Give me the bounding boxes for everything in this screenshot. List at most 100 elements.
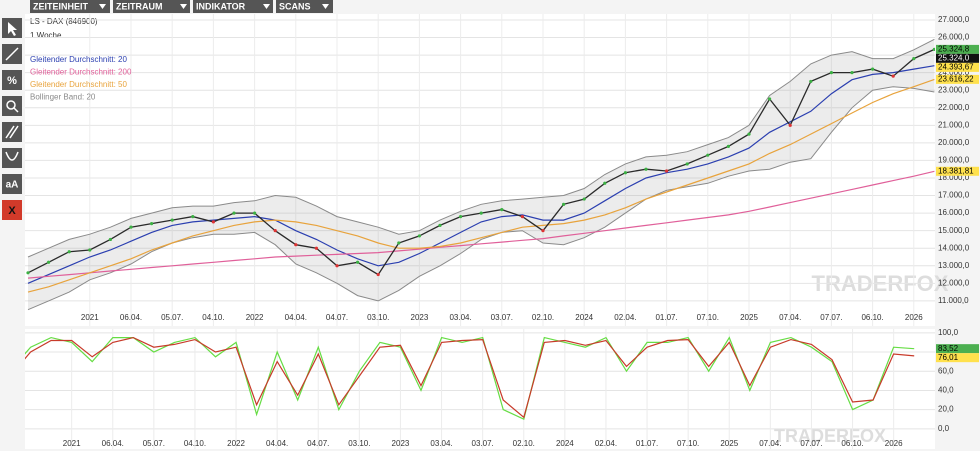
zoom-icon xyxy=(6,100,16,110)
price-point xyxy=(706,153,710,157)
menu-label[interactable]: ZEITRAUM xyxy=(116,1,163,11)
menu-button[interactable] xyxy=(30,0,110,13)
y-tick-label: 22.000,0 xyxy=(938,103,970,112)
menu-button[interactable] xyxy=(113,0,190,13)
menu-label[interactable]: ZEITEINHEIT xyxy=(33,1,89,11)
x-tick-label: 02.10. xyxy=(513,439,535,448)
tool-button[interactable] xyxy=(2,122,22,142)
tool-button[interactable] xyxy=(2,70,22,90)
x-tick-label: 02.10. xyxy=(532,313,554,322)
watermark: TRADERFOX xyxy=(774,426,886,446)
price-point xyxy=(871,67,875,71)
plot xyxy=(26,38,935,311)
x-tick-label: 07.10. xyxy=(697,313,719,322)
x-tick-label: 07.04. xyxy=(759,439,781,448)
tool-button[interactable] xyxy=(2,174,22,194)
series-line xyxy=(27,78,935,293)
x-tick-label: 04.10. xyxy=(184,439,206,448)
zoom-icon xyxy=(13,107,19,113)
tool-button[interactable] xyxy=(2,96,22,116)
price-point xyxy=(356,260,360,264)
x-tick-label: 07.04. xyxy=(779,313,801,322)
price-point xyxy=(479,211,483,215)
x-tick-label: 03.04. xyxy=(449,313,471,322)
y-tick-label: 100,0 xyxy=(938,328,959,337)
x-tick-label: 01.07. xyxy=(636,439,658,448)
x-tick-label: 2026 xyxy=(885,439,903,448)
price-label: 83,52 xyxy=(938,344,959,353)
tool-label: X xyxy=(8,205,16,217)
plot xyxy=(25,336,915,421)
line-icon xyxy=(5,47,19,61)
price-point xyxy=(829,71,834,75)
arc-icon xyxy=(5,151,19,161)
price-point xyxy=(232,211,236,215)
price-label: 25.324,0 xyxy=(938,53,970,62)
series-line xyxy=(25,336,915,421)
price-point xyxy=(294,243,298,247)
y-tick-label: 17.000,0 xyxy=(938,191,970,200)
x-tick-label: 2024 xyxy=(575,313,593,322)
x-tick-label: 2025 xyxy=(740,313,758,322)
y-tick-label: 20.000,0 xyxy=(938,138,970,147)
x-tick-label: 04.07. xyxy=(307,439,329,448)
band-area xyxy=(28,39,935,310)
x-tick-label: 2026 xyxy=(905,313,923,322)
price-point xyxy=(726,144,731,148)
x-tick-label: 2022 xyxy=(246,313,264,322)
y-tick-label: 15.000,0 xyxy=(938,226,970,235)
price-point xyxy=(88,248,92,252)
legend-entry: Bollinger Band: 20 xyxy=(30,93,96,102)
price-point xyxy=(932,47,935,51)
price-label-box xyxy=(936,353,979,363)
x-tick-label: 05.07. xyxy=(161,313,183,322)
y-tick-label: 20,0 xyxy=(938,405,954,414)
y-tick-label: 14.000,0 xyxy=(938,243,970,252)
channel-icon xyxy=(5,125,19,139)
x-tick-label: 03.10. xyxy=(367,313,389,322)
toolbar: ZEITEINHEIT ZEITRAUM INDIKATOR SCANS xyxy=(30,0,333,13)
price-point xyxy=(603,181,607,185)
tool-button[interactable] xyxy=(2,148,22,168)
x-tick-label: 07.07. xyxy=(800,439,822,448)
price-point xyxy=(747,132,751,136)
x-tick-label: 2021 xyxy=(63,439,81,448)
x-tick-label: 02.04. xyxy=(595,439,617,448)
y-tick-label: 24.000,0 xyxy=(938,68,970,77)
price-point xyxy=(335,264,339,268)
price-point xyxy=(500,207,504,212)
x-tick-label: 04.04. xyxy=(266,439,288,448)
tool-button[interactable] xyxy=(2,200,22,220)
cursor-icon xyxy=(8,22,17,36)
price-point xyxy=(253,211,257,215)
price-panel xyxy=(25,14,935,326)
price-label-box xyxy=(936,344,979,354)
price-label-box xyxy=(936,44,979,54)
y-tick-label: 19.000,0 xyxy=(938,156,970,165)
tool-label: aA xyxy=(6,180,19,191)
y-tick-label: 60,0 xyxy=(938,366,954,375)
price-label: 24.393,67 xyxy=(938,62,974,71)
x-tick-label: 2022 xyxy=(227,439,245,448)
menu-label[interactable]: SCANS xyxy=(279,1,311,11)
y-tick-label: 0,0 xyxy=(938,424,950,433)
price-point xyxy=(397,241,401,245)
y-tick-label: 18.000,0 xyxy=(938,173,970,182)
price-label-box xyxy=(936,53,979,63)
menu-button[interactable] xyxy=(276,0,333,13)
price-label-box xyxy=(936,62,979,72)
price-point xyxy=(170,218,174,222)
x-tick-label: 04.10. xyxy=(202,313,224,322)
menu-button[interactable] xyxy=(193,0,273,13)
price-label-box xyxy=(936,166,979,176)
y-tick-label: 40,0 xyxy=(938,386,954,395)
tool-label: % xyxy=(7,75,17,87)
legend-entry: Gleitender Durchschnitt: 20 xyxy=(30,55,127,64)
price-point xyxy=(129,225,133,229)
price-point xyxy=(273,229,277,233)
series-line xyxy=(27,65,935,284)
menu-label[interactable]: INDIKATOR xyxy=(196,1,246,11)
price-point xyxy=(459,215,463,219)
price-point xyxy=(582,197,586,201)
x-tick-label: 02.04. xyxy=(614,313,636,322)
